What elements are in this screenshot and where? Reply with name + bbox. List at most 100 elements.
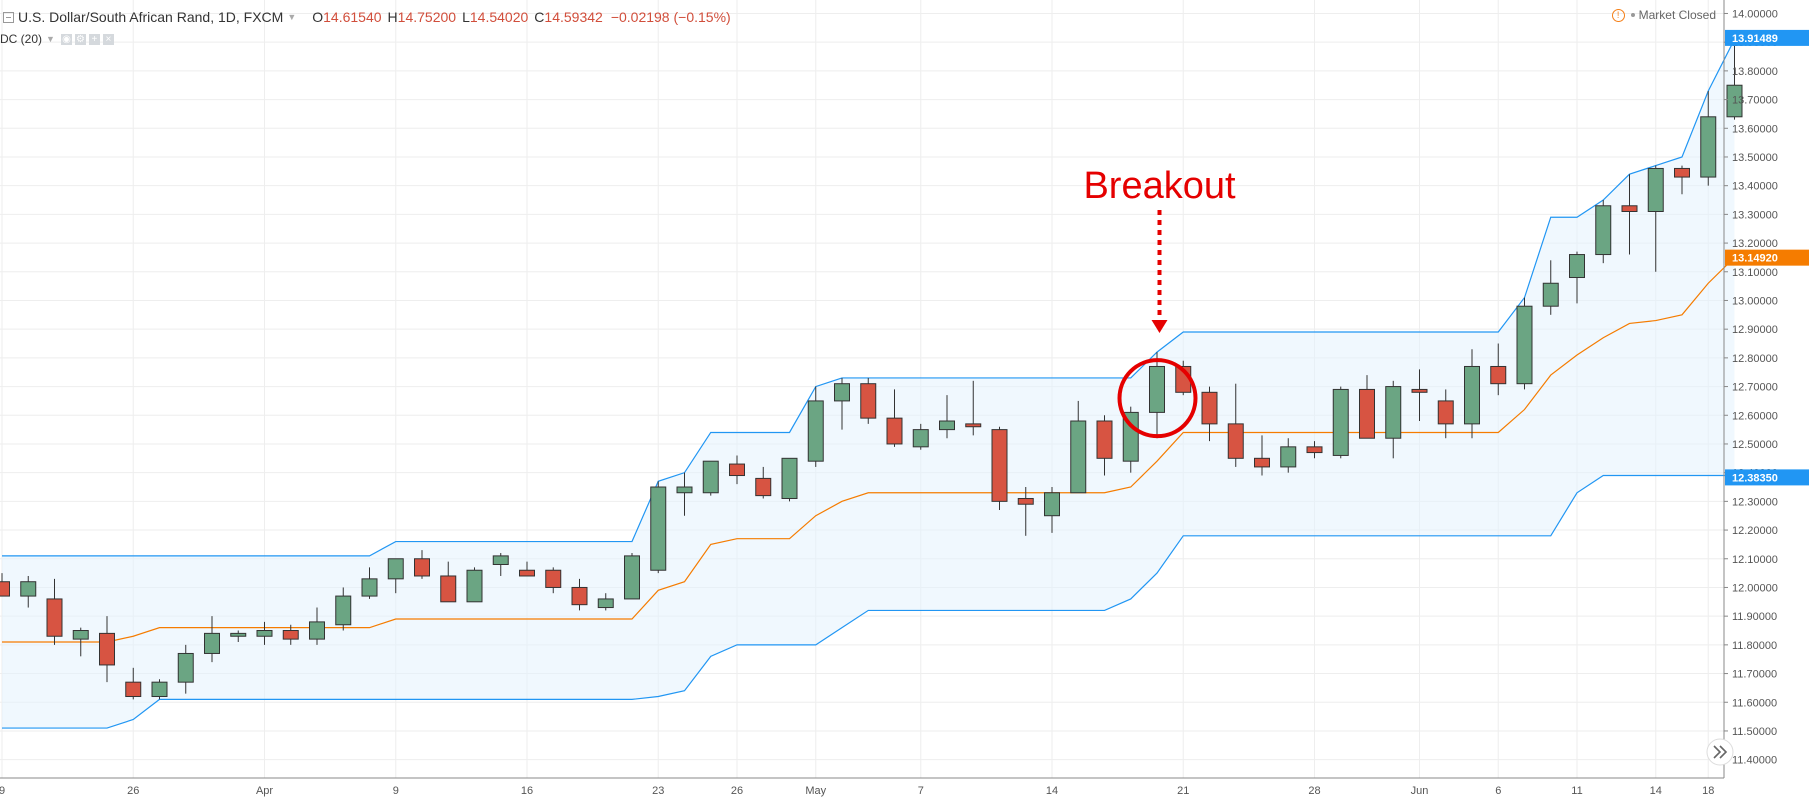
more-icon[interactable]: + xyxy=(88,33,100,45)
price-tick-label: 12.10000 xyxy=(1732,554,1778,566)
candle-up xyxy=(361,567,378,599)
candle-body xyxy=(20,581,37,597)
candle-down xyxy=(282,624,299,645)
candle-down xyxy=(1254,435,1270,476)
low-label: L xyxy=(462,9,470,25)
candle-body xyxy=(1490,365,1507,385)
candle-down xyxy=(1359,375,1375,439)
candle-down xyxy=(965,380,982,436)
candle-body xyxy=(834,383,850,402)
price-tick-label: 13.70000 xyxy=(1732,95,1778,107)
price-tick-label: 13.80000 xyxy=(1732,66,1778,78)
price-label: 13.91489 xyxy=(1732,33,1778,45)
symbol-dropdown-icon[interactable]: ▼ xyxy=(287,12,297,22)
time-tick-label: 18 xyxy=(1702,785,1714,797)
price-tick-label: 11.60000 xyxy=(1732,697,1777,709)
candle-up xyxy=(1332,386,1349,459)
price-label-box xyxy=(1725,469,1809,486)
double-chevron-right-icon xyxy=(1713,745,1728,759)
high-label: H xyxy=(387,9,398,25)
candle-up xyxy=(912,423,929,450)
candle-down xyxy=(755,466,772,499)
candle-down xyxy=(0,573,10,597)
candle-up xyxy=(1516,297,1533,390)
candle-up xyxy=(20,575,37,608)
candle-body xyxy=(440,575,457,603)
lower-band-line xyxy=(2,474,1735,729)
time-tick-label: 16 xyxy=(521,785,533,797)
price-tick-label: 12.20000 xyxy=(1732,525,1778,537)
candle-body xyxy=(1700,116,1717,178)
candle-body xyxy=(1359,388,1375,439)
candle-up xyxy=(650,481,667,574)
price-tick-label: 12.50000 xyxy=(1732,439,1778,451)
collapse-icon[interactable] xyxy=(3,11,14,23)
candle-body xyxy=(650,486,667,571)
candle-body xyxy=(1044,492,1060,517)
close-label: C xyxy=(534,9,545,25)
price-tick-label: 12.30000 xyxy=(1732,496,1778,508)
time-tick-label: Apr xyxy=(256,785,273,797)
price-tick-label: 12.70000 xyxy=(1732,382,1778,394)
price-tick-label: 11.90000 xyxy=(1732,611,1777,623)
price-axis: 14.0000013.9000013.8000013.7000013.60000… xyxy=(1723,0,1809,778)
price-tick-label: 12.80000 xyxy=(1732,353,1778,365)
candle-down xyxy=(440,561,457,603)
candle-up xyxy=(1700,90,1717,186)
candle-up xyxy=(230,630,247,642)
eye-icon[interactable]: ◉ xyxy=(60,33,72,45)
time-tick-label: Jun xyxy=(1411,785,1429,797)
price-tick-label: 11.80000 xyxy=(1732,640,1777,652)
price-label: 12.38350 xyxy=(1732,472,1778,484)
candle-up xyxy=(807,386,824,467)
breakout-circle xyxy=(1117,358,1198,439)
candle-down xyxy=(1201,386,1218,442)
candle-down xyxy=(1437,389,1454,439)
price-tick-label: 13.10000 xyxy=(1732,267,1778,279)
breakout-arrow-head xyxy=(1151,320,1168,333)
candle-up xyxy=(177,644,194,694)
candle-body xyxy=(991,429,1008,502)
candle-down xyxy=(860,377,877,424)
candle-body xyxy=(230,632,247,637)
candle-body xyxy=(886,417,903,445)
candle-body xyxy=(1096,420,1113,459)
scroll-right-button[interactable] xyxy=(1706,738,1734,766)
candle-up xyxy=(834,377,850,430)
price-tick-label: 13.20000 xyxy=(1732,238,1778,250)
candle-body xyxy=(676,486,693,494)
time-tick-label: 7 xyxy=(918,785,924,797)
candle-body xyxy=(125,681,142,698)
time-tick-label: 23 xyxy=(652,785,664,797)
time-tick-label: May xyxy=(805,785,826,797)
price-label-box xyxy=(1725,249,1809,266)
candle-body xyxy=(1280,446,1297,468)
candle-up xyxy=(624,553,640,600)
candle-down xyxy=(571,578,588,611)
candle-down xyxy=(886,389,903,447)
price-tick-label: 11.40000 xyxy=(1732,755,1777,767)
price-tick-label: 12.00000 xyxy=(1732,582,1778,594)
candle-up xyxy=(939,395,955,439)
candle-body xyxy=(1674,167,1690,178)
candle-down xyxy=(1411,369,1428,422)
candle-down xyxy=(1017,487,1034,536)
indicator-dropdown-icon[interactable]: ▼ xyxy=(46,34,55,44)
candle-body xyxy=(282,630,299,640)
remove-icon[interactable]: × xyxy=(102,33,114,45)
time-tick-label: 28 xyxy=(1308,785,1320,797)
symbol-title[interactable]: U.S. Dollar/South African Rand, 1D, FXCM xyxy=(18,9,284,25)
candle-up xyxy=(256,621,273,645)
candle-down xyxy=(99,616,115,683)
candle-body xyxy=(1516,305,1533,385)
candle-body xyxy=(1201,391,1218,425)
price-tick-label: 11.70000 xyxy=(1732,669,1777,681)
candle-body xyxy=(1227,423,1244,459)
settings-icon[interactable]: ⚙ xyxy=(74,33,86,45)
candle-body xyxy=(1070,420,1087,494)
indicator-label[interactable]: DC (20) xyxy=(0,32,43,46)
chart-header: U.S. Dollar/South African Rand, 1D, FXCM… xyxy=(0,6,731,28)
candle-body xyxy=(1569,254,1585,279)
candle-body xyxy=(781,457,798,499)
